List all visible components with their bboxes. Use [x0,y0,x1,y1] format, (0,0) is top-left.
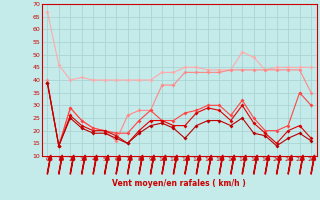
X-axis label: Vent moyen/en rafales ( km/h ): Vent moyen/en rafales ( km/h ) [112,179,246,188]
